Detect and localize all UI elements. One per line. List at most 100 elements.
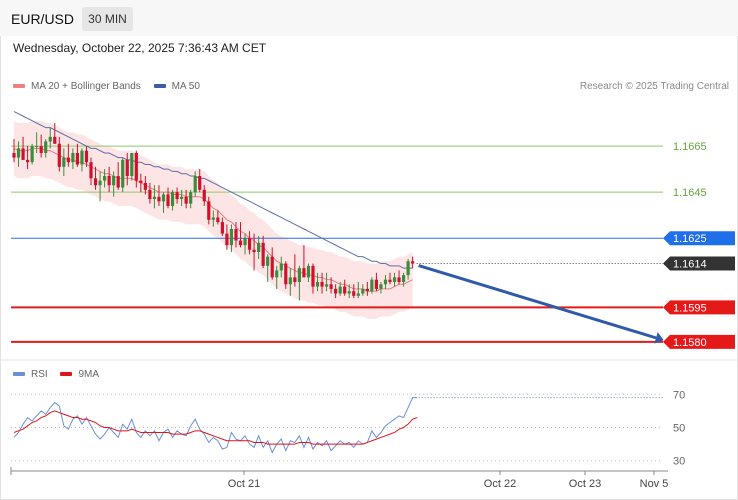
x-tick-label-1: Oct 22 [484,478,516,490]
symbol-label: EUR/USD [11,11,75,27]
level-label-1.1625: 1.1625 [673,233,707,245]
candle-body-38 [184,196,188,204]
timeframe-button[interactable]: 30 MIN [82,7,133,31]
candle-body-20 [103,176,107,181]
candle-body-84 [392,277,397,282]
forecast-arrowhead [654,332,664,344]
candle-body-76 [356,293,360,296]
candle-body-0 [12,152,16,158]
candle-body-16 [84,150,89,163]
candle-body-9 [53,136,57,144]
candle-body-72 [338,286,342,294]
candle-body-15 [80,150,84,165]
candle-body-17 [89,162,93,179]
candle-body-21 [107,176,111,186]
candle-body-82 [383,279,388,285]
candle-body-66 [311,265,315,287]
candle-body-44 [211,217,215,220]
candle-body-18 [93,178,98,186]
legend-item-rsi: RSI [13,369,48,380]
level-label-1.1595: 1.1595 [673,302,707,314]
legend-item-9ma: 9MA [60,369,99,380]
candle-body-22 [112,176,116,186]
candle-body-24 [121,159,125,188]
candle-body-83 [388,279,392,282]
current-price-label: 1.1614 [673,259,707,271]
candle-body-37 [180,196,184,200]
candle-body-35 [170,192,175,206]
candle-body-88 [411,261,415,264]
level-label-1.1665: 1.1665 [673,141,707,153]
candle-body-33 [161,194,166,202]
candle-body-46 [220,222,224,234]
candle-body-65 [306,265,311,278]
candle-body-69 [324,284,329,287]
x-tick-label-3: Nov 5 [640,478,669,490]
rsi-series-rsi [13,397,418,454]
candle-body-67 [315,281,320,287]
level-label-1.1580: 1.1580 [673,337,707,349]
candle-body-4 [30,146,34,163]
candle-body-87 [406,261,410,276]
rsi-tick-50: 50 [673,423,685,435]
candle-body-74 [347,291,351,294]
level-box-1.1625 [663,231,735,246]
candle-body-53 [252,249,256,253]
candle-body-63 [297,268,301,282]
rsi-legend: RSI 9MA [13,369,99,380]
candle-body-59 [279,263,283,271]
candle-body-23 [116,176,120,188]
candle-body-32 [157,196,161,202]
candle-body-75 [352,291,356,296]
current-price-box [663,256,735,271]
candle-body-70 [329,284,333,289]
ma50-line [13,111,413,269]
candle-body-80 [374,279,378,289]
candle-body-25 [125,159,129,177]
candle-body-78 [365,288,369,292]
candle-body-62 [293,277,297,282]
candle-body-79 [370,279,374,292]
legend-item-ma20: MA 20 + Bollinger Bands [13,81,141,92]
level-box-1.1595 [663,300,735,315]
candle-body-51 [243,238,247,246]
candle-body-48 [229,229,234,246]
candle-body-60 [284,263,288,285]
level-label-1.1645: 1.1645 [673,187,707,199]
candle-body-3 [25,159,30,163]
candle-body-6 [39,146,43,153]
candle-body-13 [71,152,75,163]
top-bar: EUR/USD 30 MIN [0,0,738,36]
candle-body-52 [247,238,252,250]
x-tick-label-2: Oct 23 [569,478,601,490]
x-tick-label-0: Oct 21 [228,478,260,490]
candle-body-64 [302,268,306,278]
candle-body-85 [397,277,401,282]
rsi-tick-30: 30 [673,456,685,468]
datetime-label: Wednesday, October 22, 2025 7:36:43 AM C… [13,41,267,55]
forecast-arrow [418,264,657,340]
candle-body-1 [16,148,21,158]
candle-body-12 [66,157,70,163]
candle-body-7 [44,141,48,153]
candle-body-36 [175,192,179,200]
candle-body-42 [202,189,206,202]
candle-body-14 [75,152,80,165]
candle-body-54 [257,242,261,253]
candle-body-68 [320,281,324,287]
candle-body-19 [98,180,102,186]
candle-body-8 [48,136,52,142]
candle-body-47 [225,233,229,246]
rsi-series-9ma [13,410,418,445]
credit-label: Research © 2025 Trading Central [579,81,729,92]
legend-item-ma50: MA 50 [153,81,200,92]
candle-body-61 [288,277,292,285]
candle-body-39 [189,192,193,204]
candle-body-57 [270,256,274,278]
candle-body-26 [130,152,134,177]
candle-body-58 [275,270,279,278]
candle-body-2 [21,148,25,160]
candle-body-5 [35,146,39,148]
candle-body-50 [238,240,243,246]
